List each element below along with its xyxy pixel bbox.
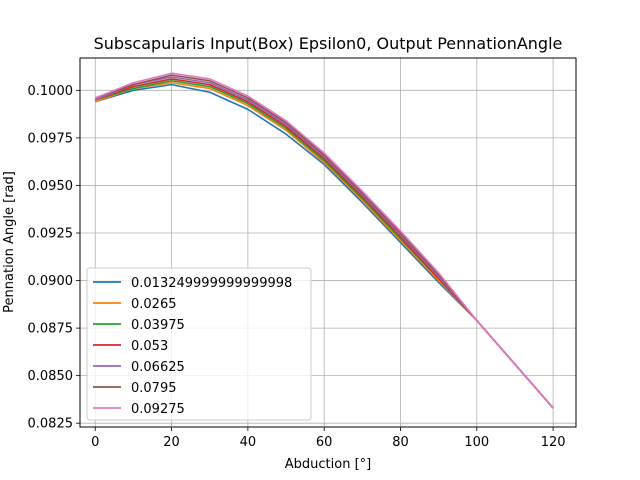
y-tick-label: 0.0975 [28, 131, 74, 146]
legend-label: 0.06625 [131, 360, 185, 375]
x-tick-label: 60 [316, 435, 333, 450]
y-tick-label: 0.0850 [28, 369, 74, 384]
chart-title: Subscapularis Input(Box) Epsilon0, Outpu… [94, 34, 563, 53]
x-tick-label: 80 [392, 435, 409, 450]
legend-label: 0.013249999999999998 [131, 276, 292, 291]
y-tick-label: 0.0925 [28, 226, 74, 241]
x-tick-label: 40 [240, 435, 257, 450]
plot-frame [79, 57, 577, 428]
legend-label: 0.053 [131, 339, 168, 354]
x-tick-label: 120 [541, 435, 566, 450]
y-tick-label: 0.0825 [28, 417, 74, 432]
y-tick-label: 0.0875 [28, 322, 74, 337]
y-tick-label: 0.1000 [28, 84, 74, 99]
legend-label: 0.03975 [131, 318, 185, 333]
y-ticks: 0.0825 0.0850 0.0875 0.0900 0.0925 0.0950 0.09… [28, 84, 80, 432]
legend-label: 0.09275 [131, 402, 185, 417]
legend-label: 0.0795 [131, 381, 177, 396]
y-axis-label: Pennation Angle [rad] [2, 171, 17, 313]
x-tick-label: 20 [163, 435, 180, 450]
x-tick-label: 100 [464, 435, 489, 450]
x-tick-label: 0 [91, 435, 99, 450]
x-ticks: 0 20 40 60 80 100 120 [91, 427, 566, 450]
legend: 0.013249999999999998 0.0265 0.03975 0.053 0.… [86, 267, 312, 421]
series-lines [94, 72, 554, 409]
y-tick-label: 0.0950 [28, 179, 74, 194]
y-tick-label: 0.0900 [28, 274, 74, 289]
legend-label: 0.0265 [131, 297, 177, 312]
x-axis-label: Abduction [°] [285, 457, 371, 472]
legend-frame [86, 267, 312, 421]
series-line [94, 72, 554, 409]
